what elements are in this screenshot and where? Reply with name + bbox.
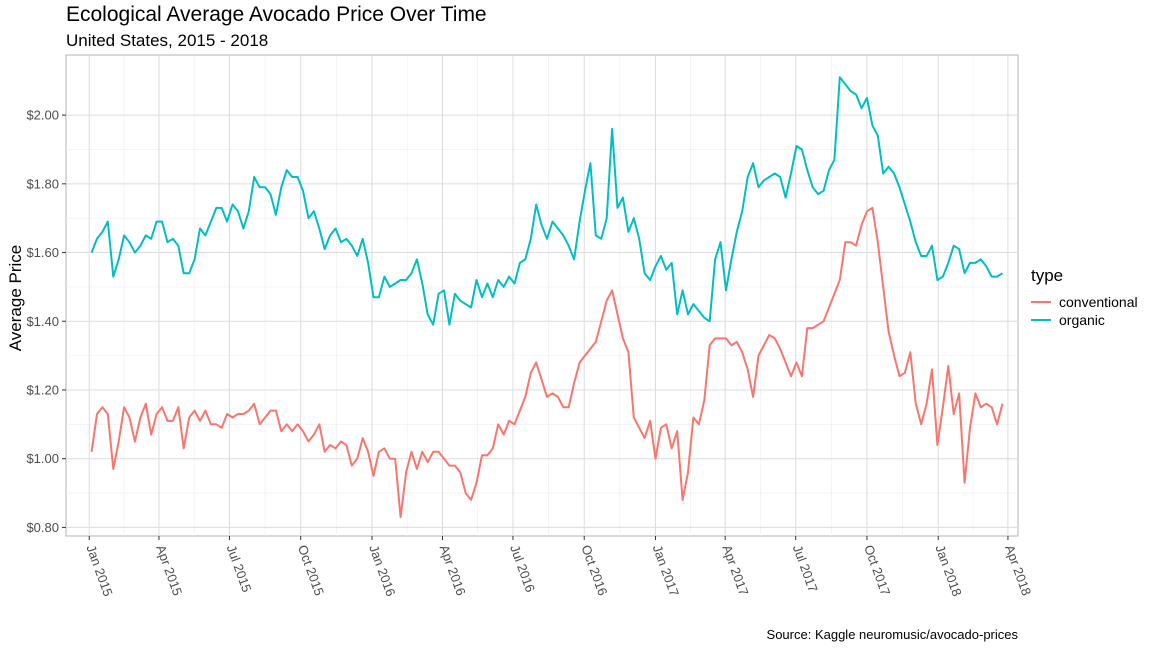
x-tick-label: Jan 2015 (83, 543, 115, 598)
legend-key-organic (1031, 319, 1051, 321)
y-axis: $0.80 $1.00 $1.20 $1.40 $1.60 $1.80 $2.00 (26, 108, 66, 535)
y-tick-label: $1.20 (26, 382, 59, 397)
legend-label-conventional: conventional (1059, 294, 1138, 310)
y-tick-label: $0.80 (26, 520, 59, 535)
x-tick-label: Jan 2017 (650, 543, 682, 598)
x-tick-label: Apr 2016 (437, 543, 469, 598)
x-tick-label: Apr 2015 (153, 543, 185, 598)
y-tick-label: $1.40 (26, 314, 59, 329)
x-tick-label: Oct 2015 (295, 543, 327, 598)
x-tick-label: Oct 2016 (578, 543, 610, 598)
chart-title: Ecological Average Avocado Price Over Ti… (66, 3, 487, 26)
legend-title: type (1031, 266, 1064, 285)
legend-key-conventional (1031, 301, 1051, 303)
x-tick-label: Jul 2015 (224, 543, 255, 594)
series-line-conventional (90, 206, 1004, 519)
x-tick-label: Jan 2018 (932, 543, 964, 598)
legend: type conventional organic (1031, 266, 1138, 329)
x-axis: Jan 2015 Apr 2015 Jul 2015 Oct 2015 Jan 2016… (83, 536, 1034, 598)
legend-label-organic: organic (1059, 312, 1105, 328)
series-lines (90, 76, 1004, 519)
legend-item-conventional: conventional (1031, 293, 1138, 311)
y-tick-label: $2.00 (26, 108, 59, 123)
series-line-organic (90, 76, 1004, 326)
chart-subtitle: United States, 2015 - 2018 (66, 31, 269, 50)
grid-lines (66, 55, 1018, 536)
y-tick-label: $1.60 (26, 245, 59, 260)
x-tick-label: Oct 2017 (861, 543, 893, 598)
legend-item-organic: organic (1031, 311, 1138, 329)
x-tick-label: Jan 2016 (366, 543, 398, 598)
plot-panel (65, 54, 1019, 537)
x-tick-label: Jul 2017 (790, 543, 821, 594)
source-caption: Source: Kaggle neuromusic/avocado-prices (766, 627, 1018, 642)
x-tick-label: Apr 2018 (1002, 543, 1034, 598)
y-tick-label: $1.80 (26, 176, 59, 191)
x-tick-label: Apr 2017 (719, 543, 751, 598)
y-tick-label: $1.00 (26, 451, 59, 466)
x-tick-label: Jul 2016 (507, 543, 538, 594)
